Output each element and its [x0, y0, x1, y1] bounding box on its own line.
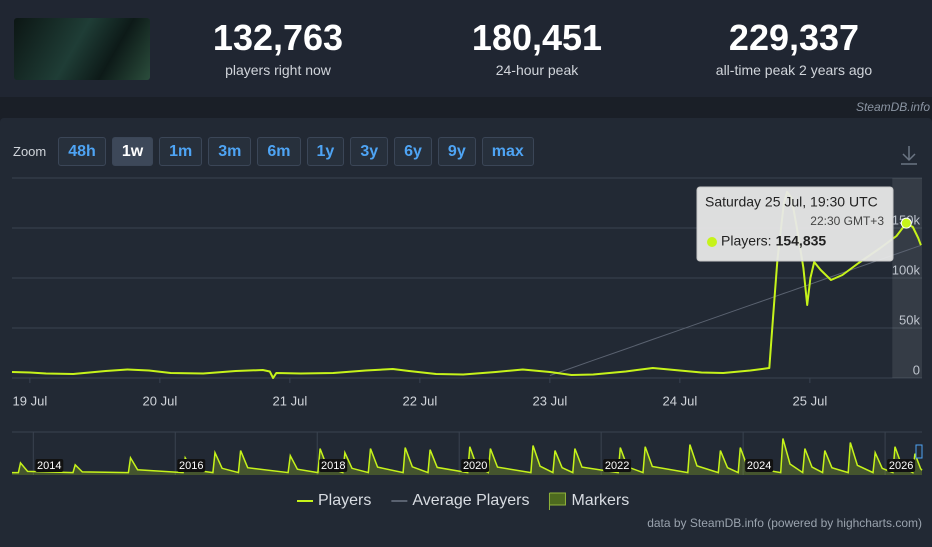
x-tick-label: 22 Jul [403, 393, 438, 408]
stat-value: 229,337 [728, 17, 860, 58]
zoom-button[interactable]: 1w [111, 137, 154, 166]
tooltip-value: 154,835 [776, 233, 827, 249]
stat-label: 24-hour peak [495, 62, 579, 78]
year-label-bg [461, 459, 490, 472]
zoom-button[interactable]: max [481, 137, 534, 166]
y-tick-label: 100k [892, 262, 921, 277]
icon-part [902, 153, 916, 162]
navigator-line [12, 438, 923, 474]
stats-bar: 132,763 players right now 180,451 24-hour … [0, 0, 932, 97]
hover-point [900, 217, 912, 229]
legend-label[interactable]: Players [318, 492, 371, 509]
navigator-tick-label: 2024 [747, 460, 771, 472]
legend-label[interactable]: Markers [571, 492, 629, 509]
navigator-tick-label: 2016 [179, 460, 203, 472]
navigator-tick-label: 2014 [37, 460, 61, 472]
tooltip-label: Players: [721, 233, 772, 249]
x-tick-label: 23 Jul [533, 393, 568, 408]
zoom-button[interactable]: 1m [159, 137, 203, 166]
year-label-bg [745, 459, 774, 472]
stat-value: 180,451 [471, 17, 603, 58]
y-tick-label: 50k [899, 312, 920, 327]
x-tick-label: 25 Jul [793, 393, 828, 408]
x-tick-label: 19 Jul [13, 393, 48, 408]
tooltip-subtitle: 22:30 GMT+3 [810, 214, 884, 228]
navigator-tick-label: 2022 [605, 460, 629, 472]
navigator-tick-label: 2018 [321, 460, 345, 472]
tooltip-title: Saturday 25 Jul, 19:30 UTC [705, 194, 878, 210]
navigator-handle[interactable] [915, 444, 923, 459]
y-tick-label: 0 [913, 362, 920, 377]
zoom-button[interactable]: 9y [437, 137, 476, 166]
zoom-button[interactable]: 3m [208, 137, 252, 166]
navigator-tick-label: 2026 [889, 460, 913, 472]
zoom-button[interactable]: 6m [257, 137, 301, 166]
tooltip-dot [707, 237, 717, 247]
stat-value: 132,763 [212, 17, 344, 58]
footer: data by SteamDB.info (powered by highcha… [647, 516, 922, 530]
game-thumbnail [14, 18, 150, 80]
x-tick-label: 20 Jul [143, 393, 178, 408]
stat-label: players right now [225, 62, 331, 78]
year-label-bg [319, 459, 348, 472]
stat: 229,337 all-time peak 2 years ago [674, 17, 914, 79]
series-line [549, 244, 922, 376]
hover-band [892, 178, 922, 378]
year-label-bg [887, 459, 916, 472]
credit: SteamDB.info [855, 100, 930, 114]
download-icon[interactable] [901, 146, 917, 165]
series-line [11, 191, 922, 379]
year-label-bg [35, 459, 64, 472]
zoom-button[interactable]: 1y [306, 137, 345, 166]
zoom-label: Zoom [13, 144, 47, 159]
year-label-bg [177, 459, 206, 472]
year-label-bg [603, 459, 632, 472]
legend-flag [548, 492, 566, 510]
legend-label[interactable]: Average Players [412, 492, 529, 509]
x-tick-label: 21 Jul [273, 393, 308, 408]
zoom-button[interactable]: 48h [58, 137, 106, 166]
zoom-button[interactable]: 3y [350, 137, 389, 166]
stat-label: all-time peak 2 years ago [715, 62, 873, 78]
stat: 132,763 players right now [158, 17, 398, 79]
zoom-button[interactable]: 6y [394, 137, 432, 166]
tooltip-box [696, 186, 894, 262]
stat: 180,451 24-hour peak [417, 17, 657, 79]
navigator-tick-label: 2020 [463, 460, 487, 472]
x-tick-label: 24 Jul [663, 393, 698, 408]
zoom-bar: Zoom 48h 1w 1m 3m 6m 1y 3y 6y 9y max [13, 137, 534, 166]
